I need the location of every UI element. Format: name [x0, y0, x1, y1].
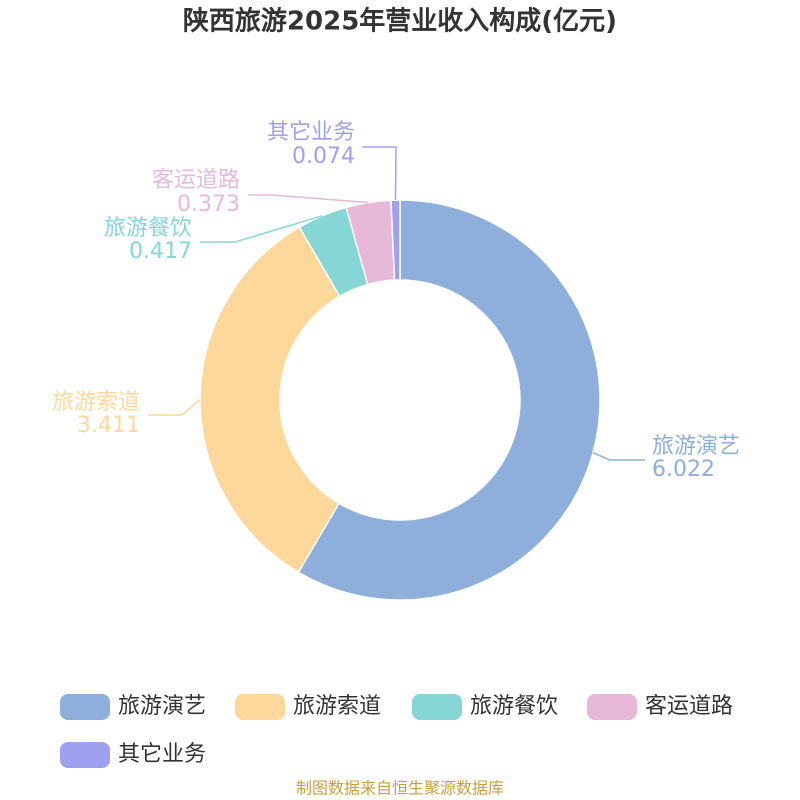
source-note: 制图数据来自恒生聚源数据库: [296, 779, 504, 798]
leader-line: [592, 451, 645, 461]
legend-label: 旅游演艺: [118, 694, 206, 719]
legend-swatch: [412, 694, 462, 720]
legend-swatch: [60, 694, 110, 720]
slice-value: 0.417: [129, 239, 192, 264]
donut-slice: [199, 226, 341, 574]
leader-line: [148, 398, 201, 416]
legend-label: 旅游索道: [293, 694, 381, 719]
slice-label: 其它业务: [267, 120, 355, 145]
slice-label: 旅游餐饮: [104, 216, 192, 241]
leader-line: [200, 215, 323, 243]
legend-swatch: [587, 694, 637, 720]
legend-label: 其它业务: [118, 742, 206, 767]
slice-value: 3.411: [77, 413, 140, 438]
legend-label: 旅游餐饮: [470, 694, 558, 719]
slice-value: 0.074: [292, 144, 355, 169]
legend-swatch: [60, 742, 110, 768]
legend-swatch: [235, 694, 285, 720]
donut-slice: [297, 199, 601, 601]
slice-label: 旅游索道: [52, 390, 140, 415]
legend-label: 客运道路: [645, 694, 733, 719]
chart-title: 陕西旅游2025年营业收入构成(亿元): [183, 6, 617, 37]
leader-line: [362, 146, 397, 201]
slice-value: 0.373: [177, 192, 240, 217]
slice-label: 客运道路: [152, 168, 240, 193]
slice-label: 旅游演艺: [652, 434, 740, 459]
slice-value: 6.022: [652, 457, 715, 482]
leader-line: [248, 194, 369, 204]
donut-slice: [390, 199, 401, 281]
